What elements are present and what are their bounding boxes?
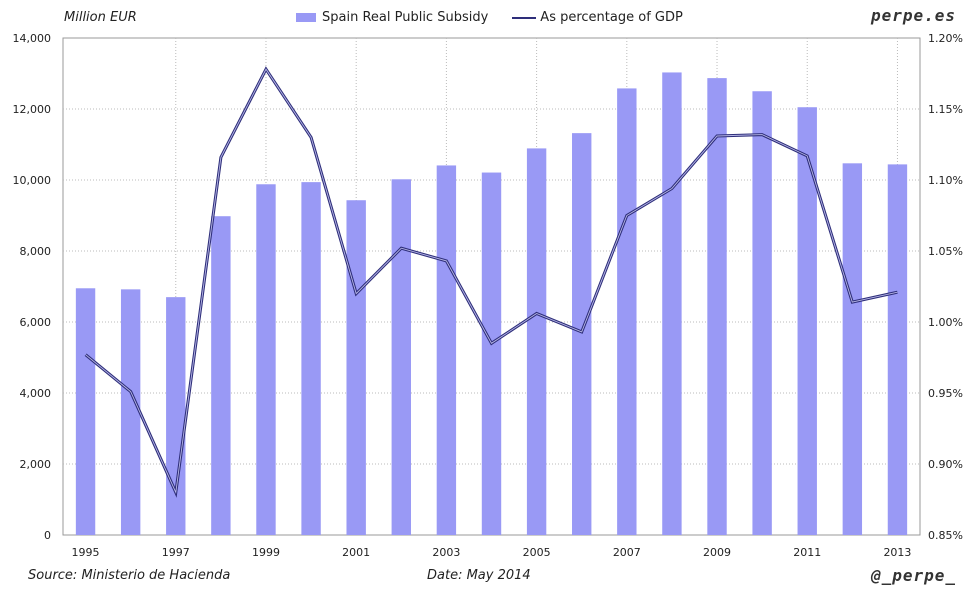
y-tick-label-left: 8,000 [20, 245, 52, 258]
bar-2008 [662, 72, 682, 535]
bar-1996 [120, 289, 141, 535]
bar-2002 [391, 179, 411, 536]
bars-layer [75, 72, 908, 536]
y-tick-label-right: 0.85% [928, 529, 963, 542]
x-tick-label: 2009 [703, 546, 731, 559]
y-tick-label-right: 0.95% [928, 387, 963, 400]
left-axis-title: Million EUR [64, 10, 137, 25]
y-tick-label-left: 14,000 [13, 32, 52, 45]
y-tick-label-right: 1.20% [928, 32, 963, 45]
line-layer [84, 66, 898, 498]
y-tick-label-left: 6,000 [20, 316, 52, 329]
legend-item-subsidy: Spain Real Public Subsidy [296, 10, 488, 25]
legend: Spain Real Public Subsidy As percentage … [296, 10, 707, 25]
legend-bar-swatch [296, 13, 316, 22]
x-tick-label: 2001 [342, 546, 370, 559]
legend-item-gdp: As percentage of GDP [512, 10, 683, 25]
bar-2000 [301, 182, 321, 535]
bar-2012 [842, 163, 863, 535]
x-tick-label: 1995 [72, 546, 100, 559]
bar-2013 [887, 164, 908, 535]
legend-label-subsidy: Spain Real Public Subsidy [322, 10, 489, 25]
date-note: Date: May 2014 [427, 568, 531, 583]
y-tick-label-right: 1.00% [928, 316, 963, 329]
x-tick-label: 2013 [883, 546, 911, 559]
y-tick-label-left: 0 [44, 529, 51, 542]
legend-line-swatch [512, 16, 537, 19]
bar-2005 [526, 148, 547, 535]
y-tick-label-left: 10,000 [13, 174, 52, 187]
y-tick-label-left: 4,000 [20, 387, 52, 400]
x-tick-label: 2003 [432, 546, 460, 559]
axis-layer: 0 2,000 4,000 6,000 8,000 10,000 12,000 14,000 0… [13, 32, 963, 559]
y-tick-label-right: 1.15% [928, 103, 963, 116]
brand-logo-text: perpe.es [870, 6, 956, 25]
bar-1997 [166, 297, 186, 535]
x-tick-label: 1999 [252, 546, 280, 559]
bar-2004 [481, 172, 502, 536]
bar-1999 [256, 184, 276, 535]
author-handle: @_perpe_ [870, 566, 956, 585]
x-tick-label: 2007 [613, 546, 641, 559]
y-tick-label-right: 1.10% [928, 174, 963, 187]
y-tick-label-left: 2,000 [20, 458, 52, 471]
y-tick-label-right: 0.90% [928, 458, 963, 471]
bar-1998 [211, 216, 231, 535]
bar-2003 [436, 165, 457, 535]
bar-2007 [617, 88, 637, 535]
source-note: Source: Ministerio de Hacienda [28, 568, 231, 583]
legend-label-gdp: As percentage of GDP [540, 10, 683, 25]
bar-2006 [572, 133, 592, 535]
bar-2010 [752, 91, 772, 535]
bar-2001 [346, 200, 366, 536]
x-tick-label: 2005 [523, 546, 551, 559]
y-tick-label-right: 1.05% [928, 245, 963, 258]
x-tick-label: 2011 [793, 546, 821, 559]
bar-1995 [75, 288, 96, 535]
bar-2011 [797, 107, 817, 535]
bar-2009 [707, 78, 727, 536]
x-tick-label: 1997 [162, 546, 190, 559]
y-tick-label-left: 12,000 [13, 103, 52, 116]
